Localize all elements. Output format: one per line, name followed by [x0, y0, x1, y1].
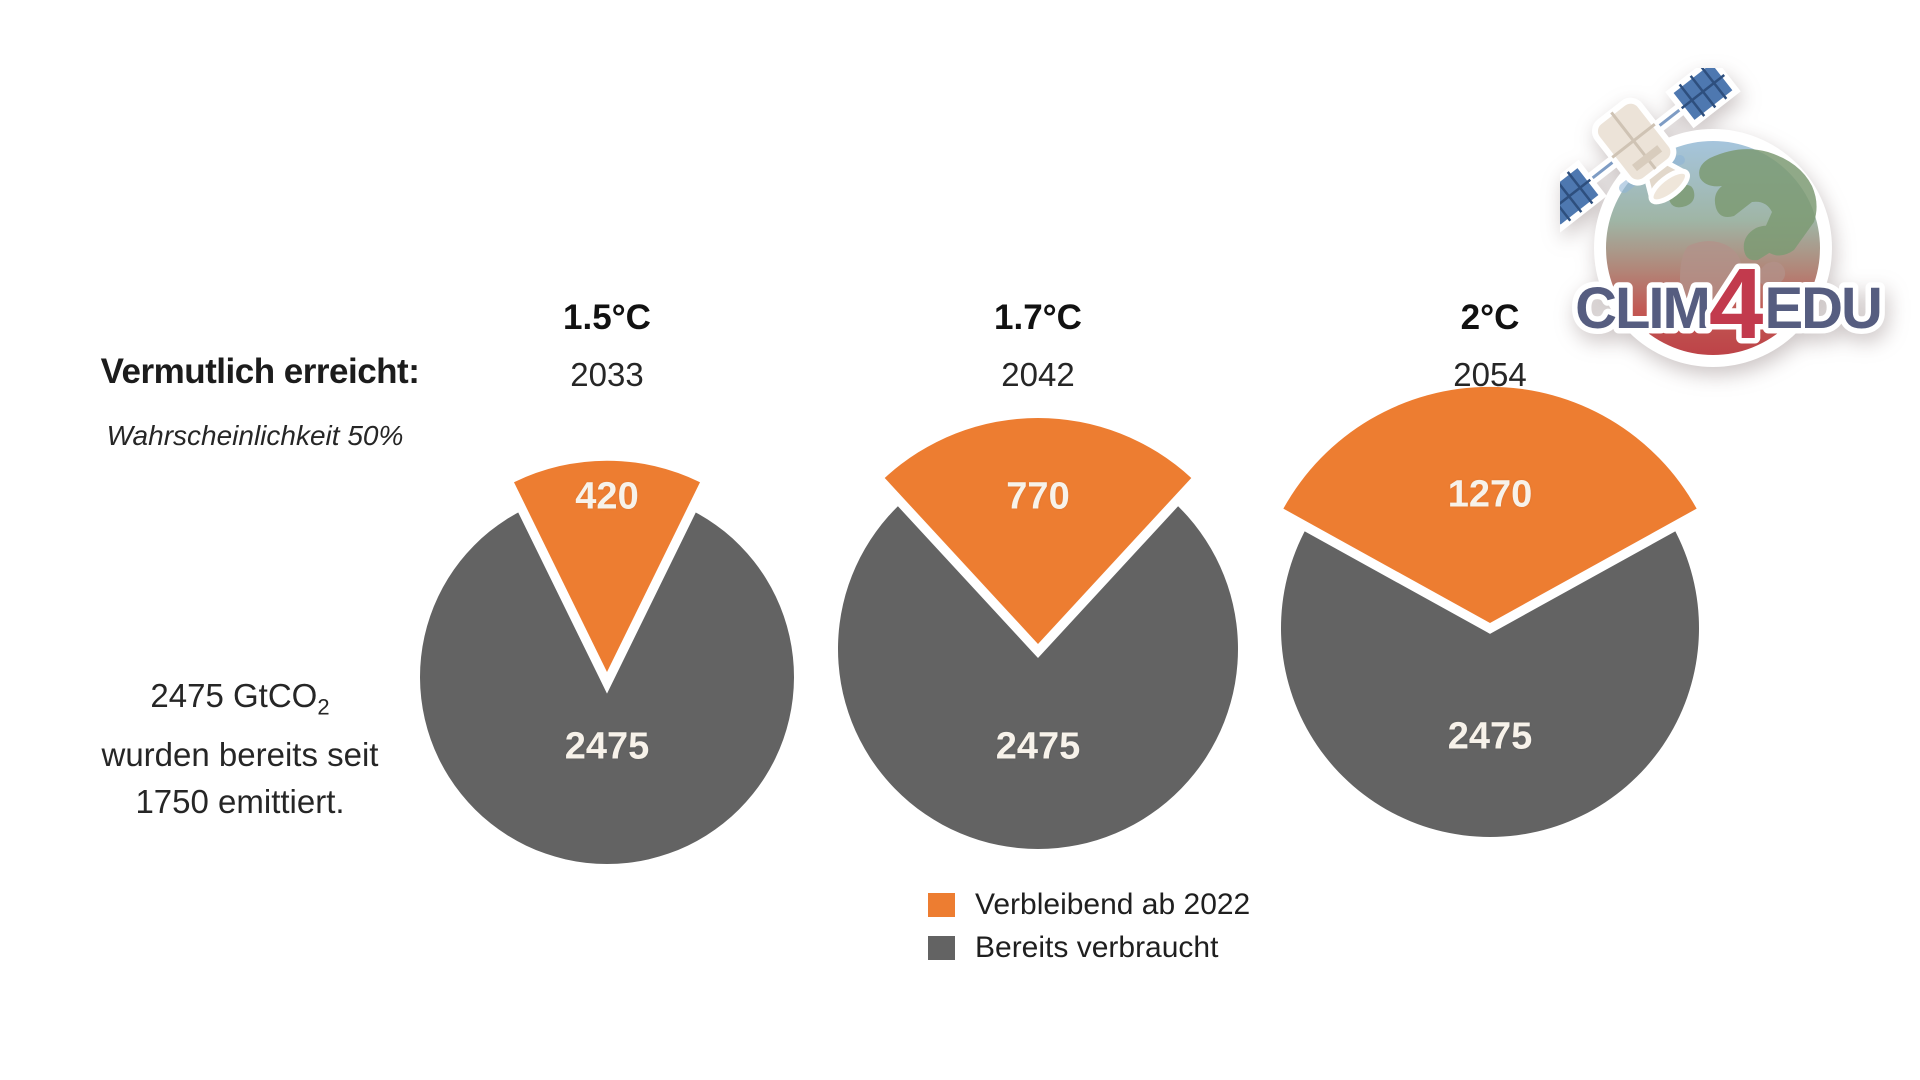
emitted-line1: 2475 GtCO2	[150, 677, 330, 720]
remaining-value-2c: 1270	[1447, 473, 1533, 516]
legend-label-remaining: Verbleibend ab 2022	[975, 888, 1251, 921]
pie-remaining-slice	[513, 460, 701, 672]
legend: Verbleibend ab 2022 Bereits verbraucht	[928, 888, 1250, 974]
temperature-label: 1.5°C	[563, 298, 651, 337]
emitted-line2: wurden bereits seit	[101, 735, 379, 773]
remaining-value-15c: 420	[575, 475, 639, 518]
reached-label: Vermutlich erreicht:	[100, 352, 420, 391]
year-label: 2054	[1453, 356, 1527, 393]
legend-item-used: Bereits verbraucht	[928, 931, 1250, 965]
co2-subscript: 2	[317, 694, 330, 720]
pie-remaining-slice	[884, 418, 1192, 644]
logo-text-edu: EDU	[1764, 276, 1880, 341]
used-value-15c: 2475	[564, 725, 650, 768]
probability-note: Wahrscheinlichkeit 50%	[106, 420, 404, 451]
column-header-15c: 1.5°C 2033	[563, 298, 651, 394]
legend-label-used: Bereits verbraucht	[975, 931, 1219, 964]
pie-remaining-slice	[1283, 386, 1697, 623]
emitted-line3: 1750 emittiert.	[135, 782, 345, 820]
logo-text-4: 4	[1709, 248, 1765, 360]
temperature-label: 2°C	[1460, 298, 1520, 337]
logo-wordmark: CLIM4EDU	[1575, 248, 1881, 360]
column-header-17c: 1.7°C 2042	[994, 298, 1082, 394]
pie-used-slice	[838, 502, 1238, 849]
year-label: 2042	[1001, 356, 1075, 393]
pie-used-slice	[1281, 526, 1699, 837]
satellite-icon	[1560, 68, 1741, 233]
temperature-label: 1.7°C	[994, 298, 1082, 337]
used-value-17c: 2475	[995, 725, 1081, 768]
used-swatch-icon	[928, 936, 955, 960]
remaining-swatch-icon	[928, 893, 955, 917]
logo-text-clim: CLIM	[1575, 276, 1709, 341]
column-header-2c: 2°C 2054	[1453, 298, 1526, 394]
legend-item-remaining: Verbleibend ab 2022	[928, 888, 1250, 922]
year-label: 2033	[570, 356, 644, 393]
used-value-2c: 2475	[1447, 715, 1533, 758]
emitted-note: 2475 GtCO2 wurden bereits seit 1750 emit…	[60, 672, 420, 825]
remaining-value-17c: 770	[1006, 475, 1070, 518]
clim4edu-logo: CLIM4EDU	[1560, 68, 1888, 367]
